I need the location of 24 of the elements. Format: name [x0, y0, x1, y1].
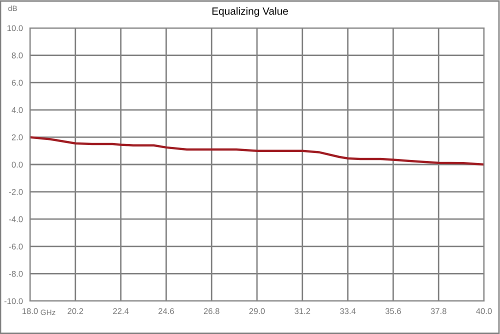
y-tick-label: 6.0	[12, 80, 23, 86]
x-tick-label: 37.8	[430, 308, 446, 314]
x-tick-label: 31.2	[294, 308, 310, 314]
y-tick-label: 0.0	[12, 162, 23, 168]
y-tick-label: 2.0	[12, 134, 23, 140]
x-tick-label: 33.4	[340, 308, 356, 314]
y-tick-label: -2.0	[9, 189, 23, 195]
x-tick-label: 35.6	[385, 308, 401, 314]
x-tick-label: 22.4	[113, 308, 129, 314]
y-tick-label: -4.0	[9, 216, 23, 222]
x-tick-label: 40.0	[476, 308, 492, 314]
y-tick-label: -6.0	[9, 244, 23, 250]
y-tick-label: -10.0	[4, 298, 23, 304]
y-tick-label: 4.0	[12, 107, 23, 113]
chart-title: Equalizing Value	[212, 7, 288, 17]
x-tick-label: 18.0	[22, 308, 38, 314]
x-tick-label: 29.0	[249, 308, 265, 314]
y-tick-label: 10.0	[7, 25, 23, 32]
x-tick-label: 24.6	[158, 308, 174, 314]
y-tick-label: 8.0	[12, 52, 23, 58]
line-series	[30, 136, 484, 166]
x-tick-label: 26.8	[204, 308, 220, 314]
y-tick-label: -8.0	[9, 270, 23, 277]
x-tick-label: 20.2	[68, 308, 84, 314]
